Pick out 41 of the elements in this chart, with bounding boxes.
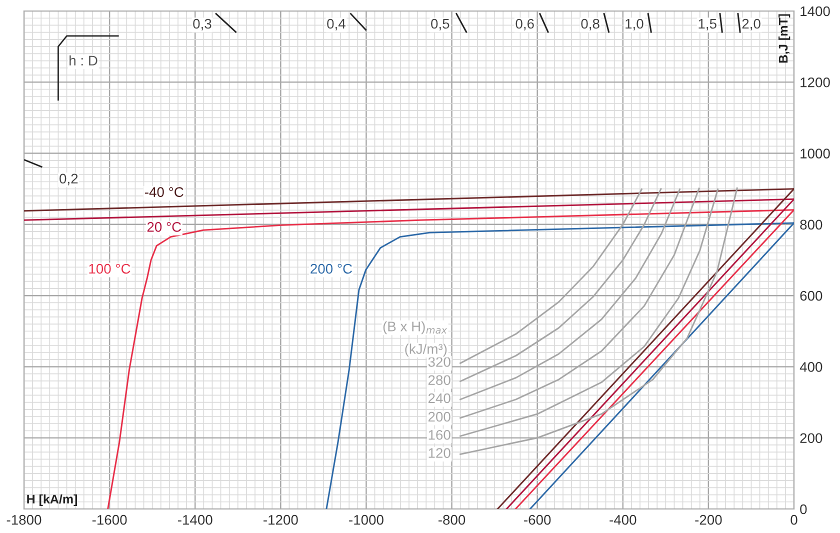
- annotation: 1,5: [698, 18, 716, 30]
- x-tick-label: -1000: [349, 514, 384, 525]
- x-tick-label: -1600: [92, 514, 127, 525]
- x-tick-label: -1400: [178, 514, 212, 525]
- annotation: (B x H)$_{max}$: [383, 321, 448, 334]
- x-tick-label: -1200: [264, 514, 298, 525]
- y-tick-label: 600: [800, 290, 822, 301]
- y-tick-label: 200: [800, 433, 822, 444]
- annotation: 200 °C: [310, 264, 352, 274]
- annotation: 0,6: [516, 18, 534, 30]
- series-label: 200: [428, 412, 450, 422]
- x-tick-label: -200: [695, 514, 722, 525]
- annotation: 100 °C: [89, 264, 130, 274]
- y-axis-title: B,J [mT]: [778, 14, 790, 63]
- series-label: 120: [428, 448, 450, 458]
- annotation: 0,3: [193, 18, 212, 30]
- x-tick-label: -400: [610, 514, 636, 525]
- annotation: 20 °C: [147, 222, 182, 232]
- y-tick-label: 1400: [800, 6, 830, 16]
- annotation: (kJ/m³): [405, 344, 447, 357]
- x-tick-label: 0: [790, 514, 798, 525]
- annotation: 0,2: [60, 174, 78, 186]
- series-label: 280: [428, 375, 450, 386]
- annotation: -40 °C: [145, 187, 184, 197]
- y-tick-label: 400: [800, 362, 822, 372]
- annotation: 0,4: [327, 18, 346, 30]
- y-tick-label: 0: [800, 504, 807, 514]
- series-label: 160: [428, 430, 450, 440]
- x-tick-label: -1800: [6, 514, 42, 525]
- annotation: h : D: [70, 55, 98, 66]
- annotation: 0,5: [431, 18, 450, 30]
- annotation: 0,8: [581, 18, 600, 30]
- x-tick-label: -800: [438, 514, 466, 525]
- annotation: 2,0: [742, 18, 760, 30]
- x-axis-title: H [kA/m]: [27, 494, 77, 506]
- y-tick-label: 1000: [800, 148, 830, 158]
- y-tick-label: 1200: [800, 77, 830, 88]
- x-tick-label: -600: [524, 514, 551, 525]
- series-label: 240: [428, 393, 450, 404]
- y-tick-label: 800: [800, 220, 822, 230]
- annotation: 1,0: [626, 18, 644, 30]
